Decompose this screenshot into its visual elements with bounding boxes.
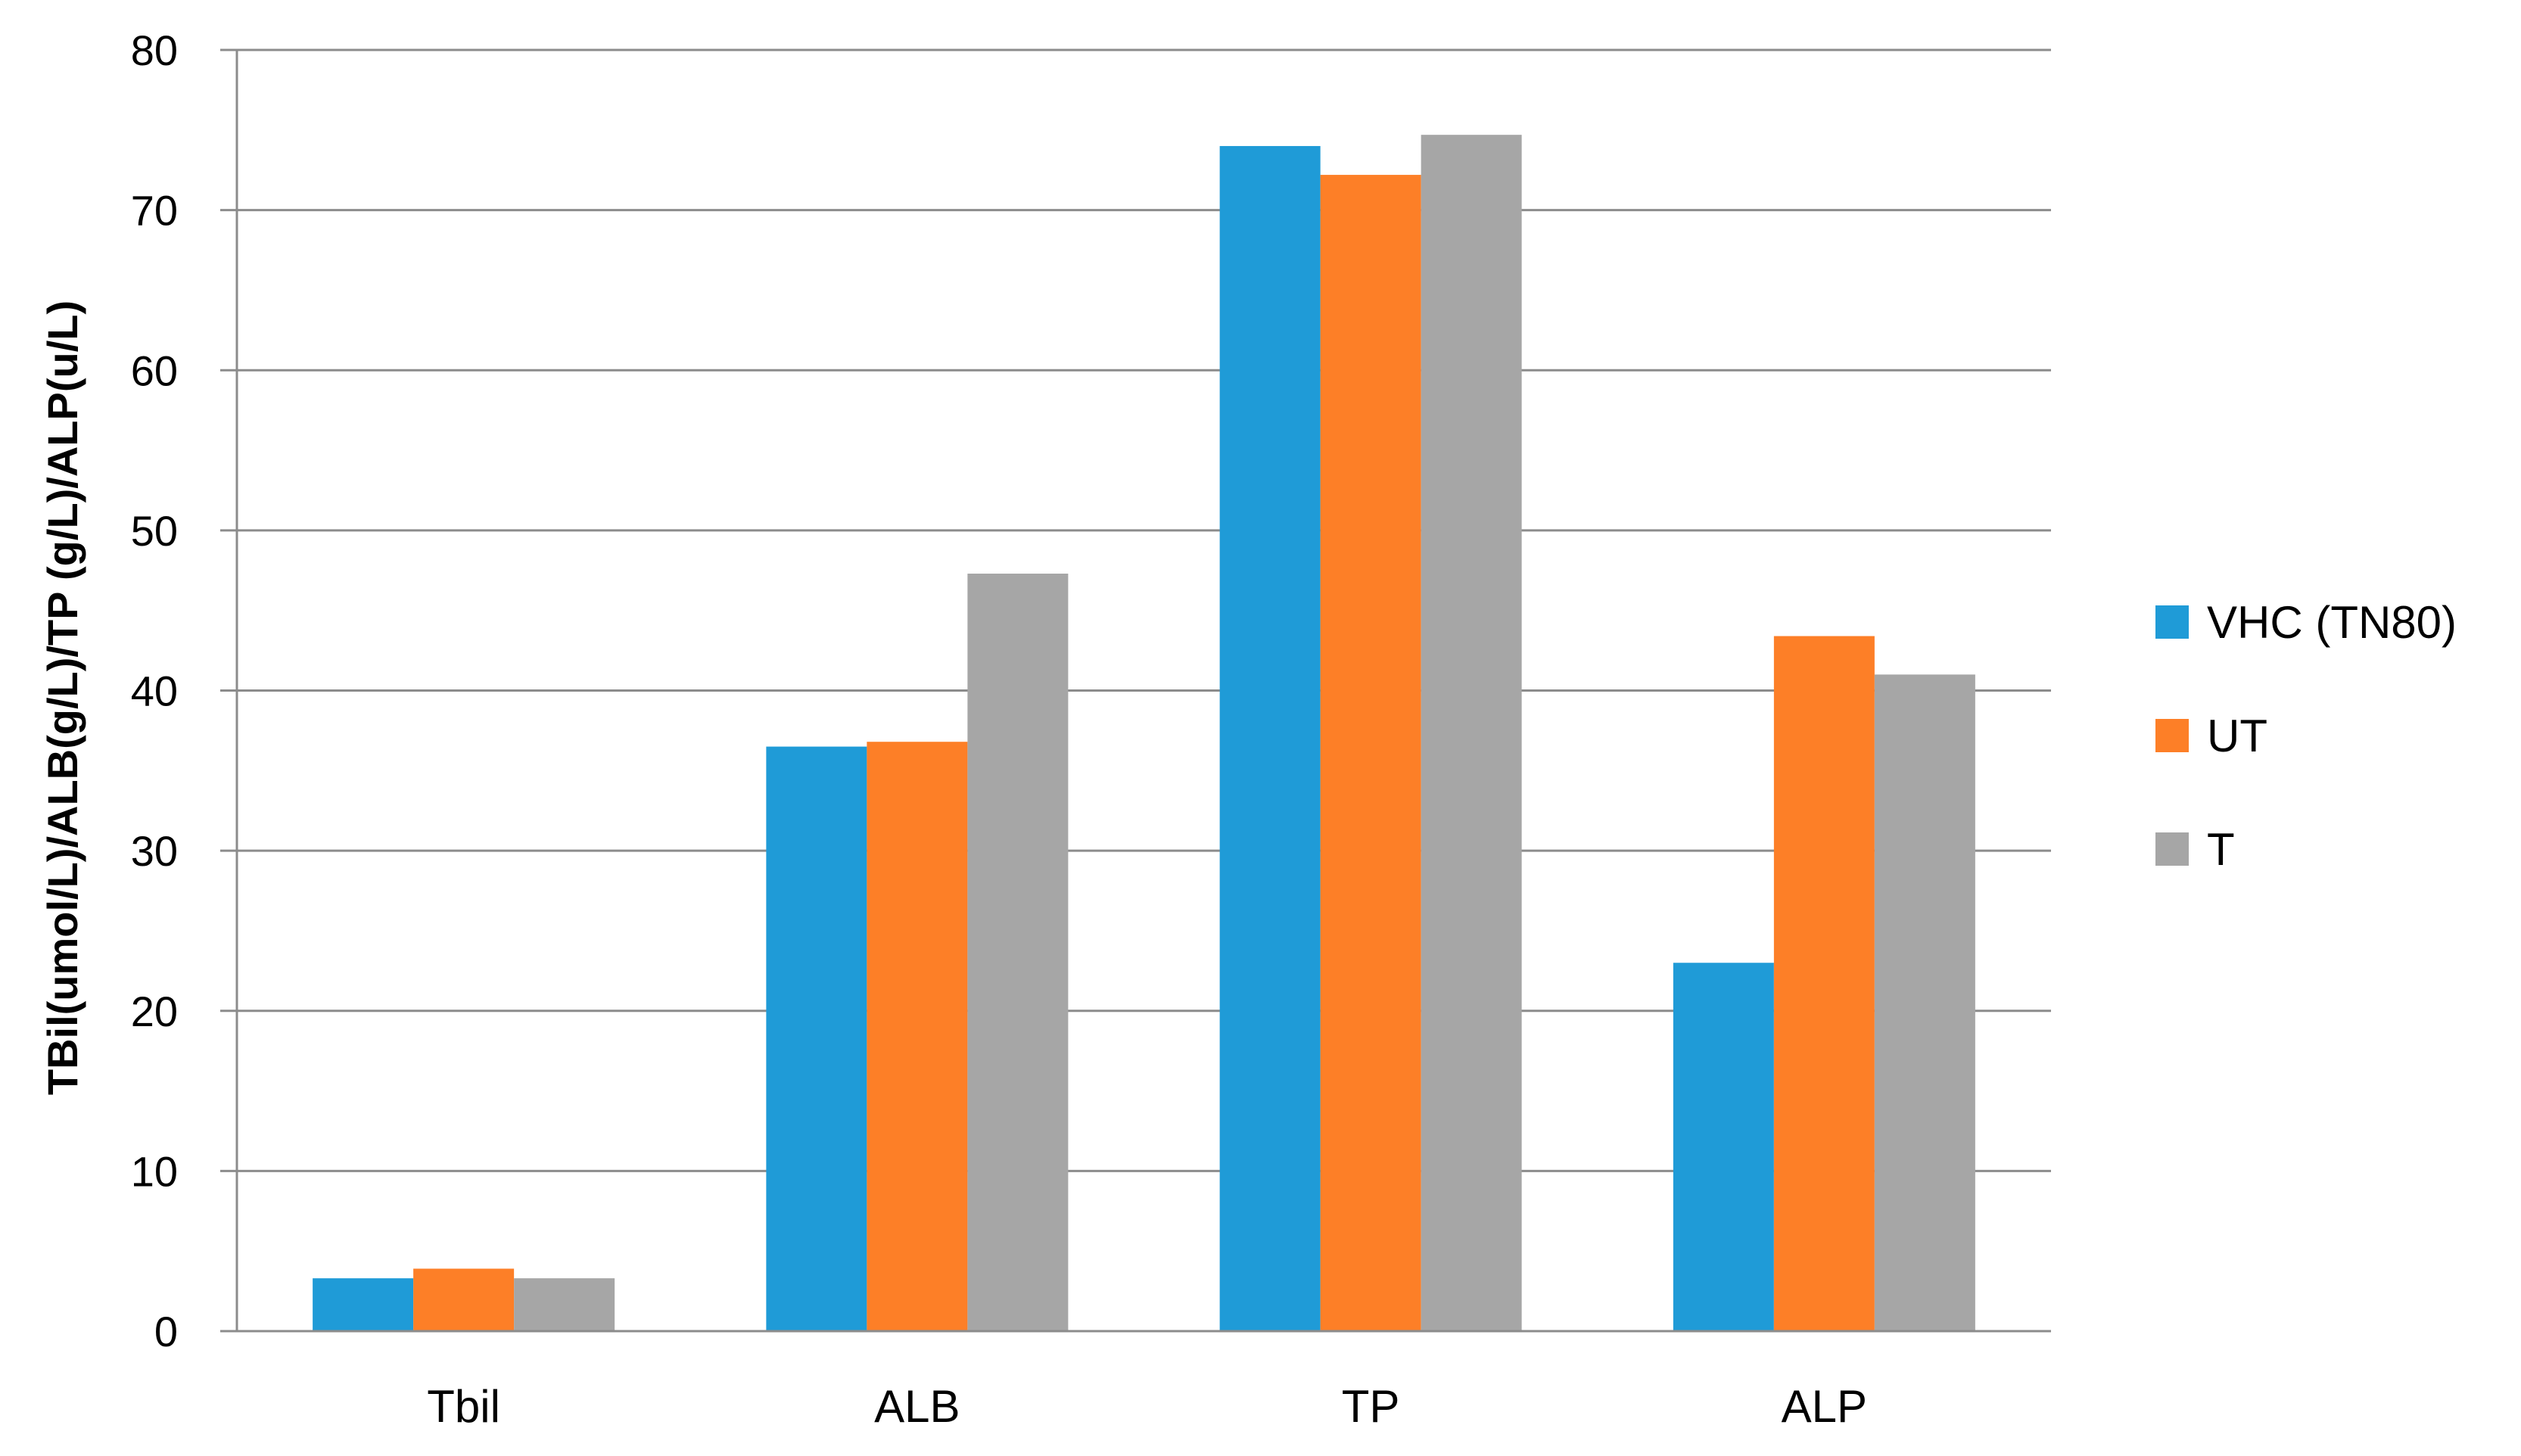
y-tick-label: 30 (131, 827, 178, 875)
gridlines (237, 48, 2051, 1333)
axes (220, 48, 2051, 1333)
legend-label: UT (2207, 711, 2267, 761)
bar-alp-0 (1673, 963, 1774, 1331)
bar-alp-2 (1874, 674, 1975, 1331)
legend: VHC (TN80) UT T (2155, 597, 2457, 875)
bar-tbil-2 (514, 1278, 615, 1331)
y-axis-label: TBil(umol/L)/ALB(g/L)/TP (g/L)/ALP(u/L) (39, 300, 86, 1095)
y-tick-label: 50 (131, 507, 178, 555)
bar-tp-0 (1219, 145, 1321, 1332)
legend-swatch (2155, 605, 2189, 639)
legend-swatch (2155, 719, 2189, 752)
y-tick-label: 40 (131, 667, 178, 715)
y-tick-labels: 0 10 20 30 40 50 60 70 80 (131, 26, 178, 1355)
bar-alb-2 (967, 574, 1069, 1331)
bars (313, 135, 1975, 1332)
y-tick-label: 70 (131, 187, 178, 235)
y-tick-label: 10 (131, 1147, 178, 1195)
y-tick-label: 0 (154, 1308, 178, 1355)
x-category-label: Tbil (427, 1381, 500, 1432)
bar-tbil-1 (413, 1268, 515, 1331)
y-tick-label: 60 (131, 347, 178, 394)
x-category-label: ALB (874, 1381, 960, 1432)
y-tick-label: 20 (131, 988, 178, 1035)
bar-alb-0 (766, 746, 867, 1331)
y-tick-label: 80 (131, 26, 178, 74)
bar-tp-2 (1421, 135, 1522, 1331)
x-category-label: ALP (1782, 1381, 1867, 1432)
legend-label: T (2207, 824, 2235, 875)
x-category-labels: Tbil ALB TP ALP (427, 1381, 1867, 1432)
legend-label: VHC (TN80) (2207, 597, 2457, 648)
x-category-label: TP (1342, 1381, 1400, 1432)
bar-alp-1 (1773, 636, 1875, 1331)
bar-tp-1 (1320, 175, 1421, 1331)
bar-alb-1 (867, 742, 968, 1331)
legend-swatch (2155, 832, 2189, 866)
bar-tbil-0 (313, 1278, 414, 1331)
